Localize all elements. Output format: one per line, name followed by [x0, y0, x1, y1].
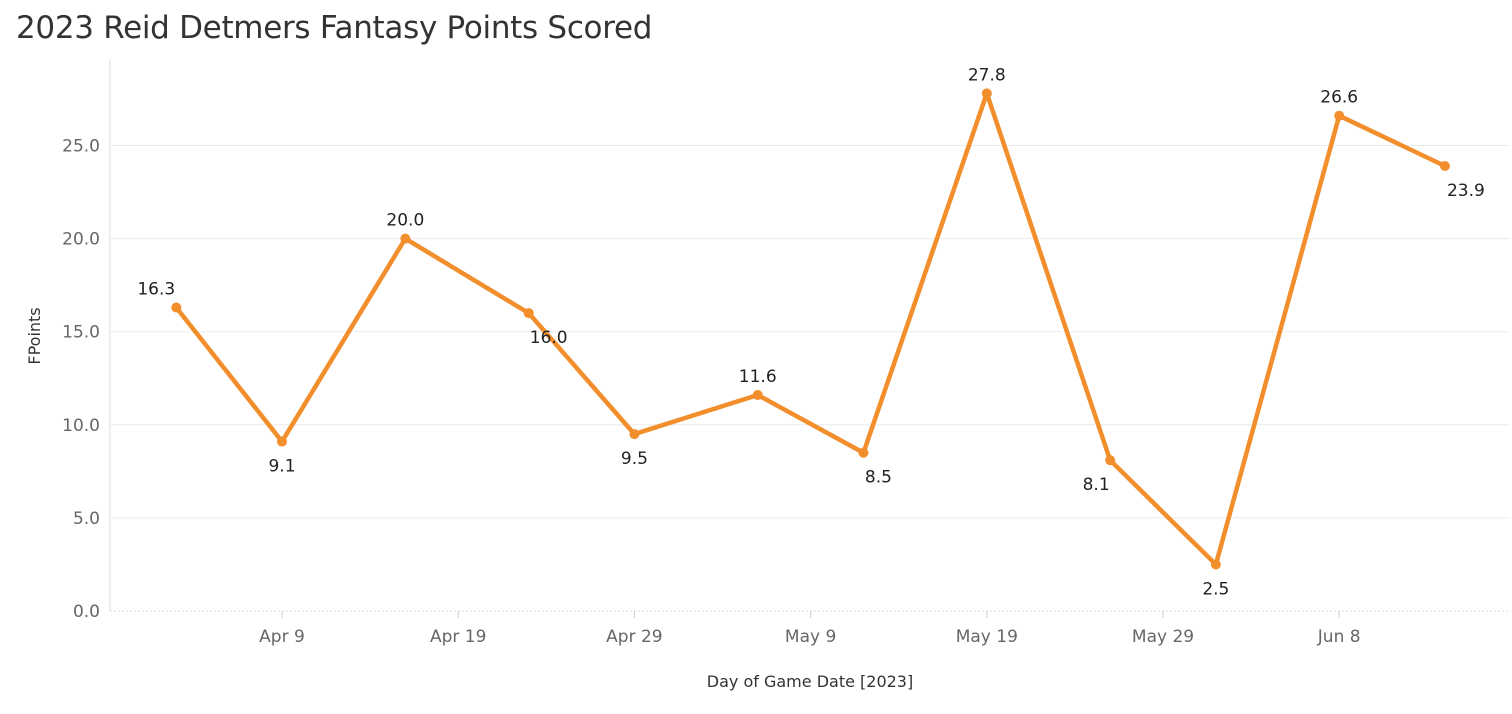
x-axis-ticks: Apr 9 Apr 19 Apr 29 May 9 May 19 May 29 Jun 8	[259, 611, 1361, 647]
data-points	[171, 88, 1450, 570]
x-tick-label: May 29	[1132, 627, 1194, 647]
grid-lines	[110, 145, 1510, 519]
chart-title: 2023 Reid Detmers Fantasy Points Scored	[16, 10, 653, 46]
data-labels: 16.3 9.1 20.0 16.0 9.5 11.6 8.5 27.8 8.1 2.5 26.6 2…	[137, 65, 1484, 599]
data-point[interactable]	[400, 233, 411, 244]
data-label: 2.5	[1202, 579, 1229, 599]
x-axis-title: Day of Game Date [2023]	[707, 672, 913, 691]
data-label: 23.9	[1447, 181, 1485, 201]
y-tick-label: 25.0	[62, 137, 100, 157]
data-label: 9.5	[621, 449, 648, 469]
data-label: 20.0	[386, 211, 424, 231]
x-tick-label: Apr 29	[606, 627, 662, 647]
data-point[interactable]	[523, 308, 534, 319]
data-point[interactable]	[1439, 160, 1450, 171]
data-point[interactable]	[858, 447, 869, 458]
x-tick-label: May 9	[785, 627, 836, 647]
data-label: 16.3	[137, 279, 175, 299]
y-tick-label: 5.0	[73, 509, 100, 529]
axes	[109, 60, 1510, 612]
data-label: 11.6	[739, 367, 777, 387]
series-line	[174, 91, 1448, 567]
y-tick-label: 10.0	[62, 416, 100, 436]
x-tick-label: Apr 9	[259, 627, 305, 647]
x-tick-label: Apr 19	[430, 627, 486, 647]
y-tick-label: 20.0	[62, 230, 100, 250]
data-label: 8.1	[1083, 475, 1110, 495]
data-point[interactable]	[981, 88, 992, 99]
data-point[interactable]	[1105, 455, 1116, 466]
data-point[interactable]	[277, 436, 287, 447]
data-label: 8.5	[865, 468, 892, 488]
data-point[interactable]	[629, 429, 640, 440]
series-line-layer	[174, 91, 1448, 567]
data-label: 9.1	[268, 457, 295, 477]
y-tick-label: 0.0	[73, 602, 100, 622]
y-axis-ticks: 0.0 5.0 10.0 15.0 20.0 25.0	[62, 137, 100, 623]
y-axis-title: FPoints	[25, 307, 44, 364]
data-point[interactable]	[752, 390, 763, 401]
data-label: 26.6	[1320, 88, 1358, 108]
y-tick-label: 15.0	[62, 323, 100, 343]
data-label: 27.8	[968, 65, 1006, 85]
x-tick-label: Jun 8	[1317, 627, 1361, 647]
x-tick-label: May 19	[956, 627, 1018, 647]
data-label: 16.0	[530, 328, 568, 348]
data-point[interactable]	[1210, 559, 1221, 570]
data-point[interactable]	[1334, 110, 1345, 121]
data-point[interactable]	[171, 302, 182, 313]
